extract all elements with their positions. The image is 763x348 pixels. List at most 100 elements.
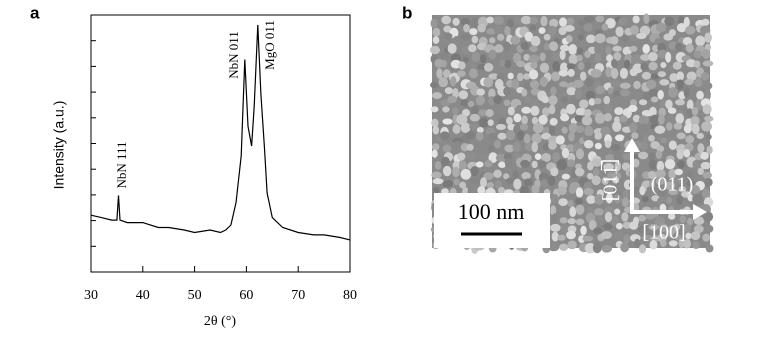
grain bbox=[430, 18, 438, 29]
grain bbox=[668, 188, 679, 196]
grain bbox=[691, 106, 699, 116]
grain bbox=[513, 113, 522, 123]
grain bbox=[575, 107, 587, 116]
grain bbox=[476, 88, 485, 96]
grain bbox=[601, 176, 609, 185]
grain bbox=[640, 140, 648, 151]
grain bbox=[568, 43, 578, 55]
grain bbox=[614, 161, 621, 172]
grain bbox=[460, 122, 471, 134]
grain bbox=[686, 71, 697, 81]
grain bbox=[493, 16, 505, 25]
grain bbox=[648, 224, 659, 231]
grain bbox=[702, 211, 714, 222]
grain bbox=[638, 244, 647, 254]
grain bbox=[677, 160, 686, 169]
direction-label: [100] bbox=[642, 222, 685, 244]
grain bbox=[495, 123, 506, 131]
grain bbox=[594, 112, 606, 124]
grain bbox=[634, 238, 641, 249]
grain bbox=[521, 88, 528, 97]
grain bbox=[612, 45, 622, 52]
grain bbox=[507, 106, 515, 116]
grain bbox=[704, 32, 712, 43]
grain bbox=[629, 99, 638, 107]
grain bbox=[540, 179, 550, 188]
grain bbox=[559, 243, 569, 251]
grain bbox=[649, 114, 660, 125]
scale-bar-label: 100 nm bbox=[458, 199, 525, 224]
grain bbox=[664, 159, 676, 170]
grain bbox=[613, 52, 622, 61]
grain bbox=[645, 213, 656, 220]
grain bbox=[702, 60, 714, 67]
grain bbox=[485, 109, 494, 118]
grain bbox=[640, 62, 649, 71]
grain bbox=[478, 109, 488, 117]
grain bbox=[684, 223, 691, 234]
grain bbox=[620, 242, 630, 253]
grain bbox=[552, 151, 561, 163]
grain bbox=[523, 81, 531, 92]
grain bbox=[520, 159, 530, 168]
grain bbox=[566, 17, 575, 26]
grain bbox=[487, 144, 495, 153]
grain bbox=[649, 106, 657, 118]
grain bbox=[534, 153, 542, 160]
grain bbox=[585, 61, 592, 72]
grain bbox=[638, 151, 649, 160]
grain bbox=[666, 196, 673, 205]
grain bbox=[506, 116, 513, 125]
grain bbox=[673, 223, 681, 231]
grain bbox=[565, 35, 573, 43]
grain bbox=[523, 53, 530, 61]
grain bbox=[559, 17, 568, 27]
grain bbox=[552, 60, 560, 72]
grain bbox=[528, 54, 540, 64]
grain bbox=[678, 238, 685, 249]
grain bbox=[441, 156, 450, 168]
grain bbox=[575, 204, 585, 215]
grain bbox=[614, 208, 621, 215]
grain bbox=[475, 131, 484, 141]
grain bbox=[529, 24, 537, 32]
grain bbox=[603, 95, 611, 105]
grain bbox=[676, 23, 687, 33]
grain bbox=[548, 104, 556, 115]
grain bbox=[621, 197, 629, 208]
grain bbox=[696, 132, 704, 139]
grain bbox=[469, 176, 481, 185]
grain bbox=[471, 17, 480, 29]
grain bbox=[594, 142, 602, 150]
plane-label: (011) bbox=[651, 174, 694, 196]
grain bbox=[557, 234, 566, 241]
grain bbox=[488, 37, 496, 44]
grain bbox=[503, 86, 511, 97]
grain bbox=[550, 193, 559, 204]
grain bbox=[605, 184, 614, 196]
grain bbox=[595, 15, 605, 23]
grain bbox=[539, 76, 549, 87]
grain bbox=[614, 134, 625, 142]
grain bbox=[629, 68, 638, 77]
grain bbox=[538, 160, 547, 169]
grain bbox=[616, 222, 623, 230]
grain bbox=[594, 44, 605, 55]
grain bbox=[430, 81, 439, 89]
grain bbox=[478, 117, 489, 128]
grain bbox=[483, 62, 494, 72]
grain bbox=[538, 114, 548, 125]
grain bbox=[471, 35, 479, 44]
grain bbox=[531, 184, 540, 195]
grain bbox=[447, 43, 457, 54]
grain bbox=[436, 68, 443, 79]
grain bbox=[642, 195, 649, 203]
grain bbox=[432, 36, 440, 44]
grain bbox=[431, 118, 439, 128]
grain bbox=[432, 125, 440, 135]
grain bbox=[549, 41, 559, 52]
grain bbox=[648, 159, 658, 170]
grain bbox=[443, 25, 452, 33]
grain bbox=[498, 161, 506, 168]
